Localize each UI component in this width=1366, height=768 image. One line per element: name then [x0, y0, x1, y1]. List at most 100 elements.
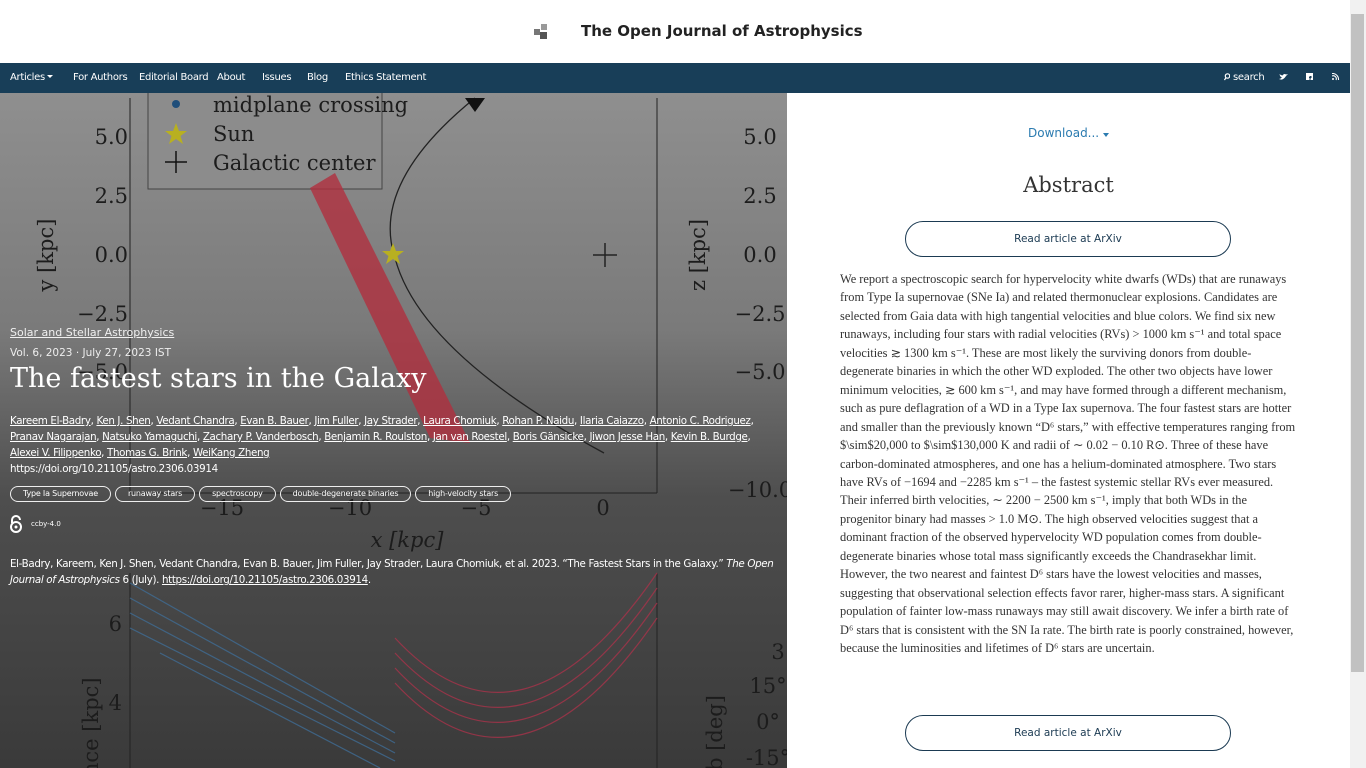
tag[interactable]: high-velocity stars [415, 486, 512, 502]
legend-marker [172, 100, 180, 108]
nav-item[interactable]: For Authors [73, 72, 128, 83]
trajectory-fan [310, 173, 470, 443]
figure-label: 5.0 [95, 125, 128, 149]
author-link[interactable]: Alexei V. Filippenko [10, 447, 102, 459]
figure-label: −10.0 [728, 478, 787, 502]
author-link[interactable]: Boris Gänsicke [512, 431, 584, 443]
tag[interactable]: spectroscopy [199, 486, 276, 502]
site-header: The Open Journal of Astrophysics [0, 0, 1350, 63]
site-title[interactable]: The Open Journal of Astrophysics [581, 22, 863, 40]
logo[interactable] [534, 24, 548, 40]
author-link[interactable]: Antonio C. Rodriguez [649, 415, 751, 427]
author-link[interactable]: Kevin B. Burdge [670, 431, 748, 443]
author-link[interactable]: Benjamin R. Roulston [324, 431, 427, 443]
nav-item[interactable]: Editorial Board [139, 72, 209, 83]
download-menu[interactable]: Download... [787, 126, 1350, 140]
nav-item[interactable]: About [217, 72, 246, 83]
author-link[interactable]: Ken J. Shen [96, 415, 151, 427]
author-separator: , [664, 431, 668, 443]
author-link[interactable]: WeiKang Zheng [192, 447, 270, 459]
figure-label: 0° [756, 710, 780, 734]
nav-item[interactable]: Blog [307, 72, 328, 83]
author-link[interactable]: Jan van Roestel [432, 431, 507, 443]
nav-item[interactable]: Issues [262, 72, 292, 83]
figure-label: ance [kpc] [79, 677, 103, 768]
author-link[interactable]: Thomas G. Brink [107, 447, 188, 459]
separator: · [75, 347, 80, 359]
author-separator: , [96, 431, 100, 443]
figure-label: 6 [109, 612, 122, 636]
author-separator: , [358, 415, 362, 427]
figure-label: 15° [749, 674, 786, 698]
nav-item[interactable]: Articles [10, 72, 55, 83]
author-separator: , [318, 431, 322, 443]
figure-label: 2.5 [743, 184, 776, 208]
citation-journal: The Open Journal of Astrophysics [10, 558, 774, 586]
figure-label: −10 [328, 496, 372, 520]
author-separator: , [187, 447, 190, 459]
author-list: Kareem El-Badry, Ken J. Shen, Vedant Cha… [10, 413, 780, 461]
article-title: The fastest stars in the Galaxy [10, 363, 427, 394]
author-link[interactable]: Natsuko Yamaguchi [102, 431, 197, 443]
figure-label: b [deg] [703, 695, 727, 768]
citation-doi[interactable]: https://doi.org/10.21105/astro.2306.0391… [161, 574, 368, 586]
nav-item[interactable]: Ethics Statement [345, 72, 427, 83]
legend-marker [165, 151, 187, 173]
figure-label: 3 [771, 640, 784, 664]
facebook-icon[interactable] [1306, 73, 1314, 81]
author-separator: , [234, 415, 238, 427]
author-separator: , [426, 431, 430, 443]
figure-label: −2.5 [77, 302, 128, 326]
download-label[interactable]: Download... [1028, 126, 1100, 140]
figure-label: Galactic center [213, 151, 376, 175]
figure-label: −5 [461, 496, 492, 520]
author-separator: , [417, 415, 421, 427]
author-link[interactable]: Jay Strader [364, 415, 418, 427]
search-icon[interactable] [1224, 73, 1230, 81]
orbit-curve [389, 97, 605, 454]
nav-bar: Articles For Authors Editorial Board About I… [0, 63, 1350, 93]
figure-label: −5.0 [77, 360, 128, 384]
figure-label: 0.0 [95, 243, 128, 267]
figure-label: 0 [596, 496, 609, 520]
author-link[interactable]: Jim Fuller [314, 415, 359, 427]
twitter-icon[interactable] [1279, 73, 1288, 81]
rss-icon[interactable] [1332, 73, 1340, 81]
read-button[interactable]: Read article at ArXiv [905, 715, 1231, 751]
figure-label: Sun [213, 122, 254, 146]
doi[interactable]: https://doi.org/10.21105/astro.2306.0391… [10, 463, 218, 475]
author-separator: , [496, 415, 500, 427]
tag[interactable]: Type Ia Supernovae [10, 486, 111, 502]
red-tracks [394, 572, 658, 738]
author-link[interactable]: Rohan P. Naidu [502, 415, 575, 427]
author-link[interactable]: Laura Chomiuk [423, 415, 497, 427]
figure-label: midplane crossing [213, 93, 408, 117]
citation-issue: 6 (July). [119, 574, 162, 586]
section-link[interactable]: Solar and Stellar Astrophysics [10, 326, 175, 339]
figure-label: 0.0 [743, 243, 776, 267]
citation: El-Badry, Kareem, Ken J. Shen, Vedant Ch… [10, 556, 780, 588]
author-link[interactable]: Vedant Chandra [156, 415, 235, 427]
read-button[interactable]: Read article at ArXiv [905, 221, 1231, 257]
author-separator: , [196, 431, 200, 443]
author-link[interactable]: Evan B. Bauer [240, 415, 309, 427]
author-separator: , [506, 431, 510, 443]
blue-tracks [129, 582, 396, 768]
figure-label: y [kpc] [34, 219, 58, 293]
author-link[interactable]: Zachary P. Vanderbosch [202, 431, 319, 443]
author-link[interactable]: Ilaria Caiazzo [579, 415, 644, 427]
abstract-text: We report a spectroscopic search for hyp… [840, 272, 1296, 656]
author-separator: , [574, 415, 577, 427]
hero-figure: midplane crossing Sun Galactic center 5.0 2.… [34, 93, 787, 768]
tag[interactable]: runaway stars [114, 486, 196, 502]
author-link[interactable]: Jiwon Jesse Han [589, 431, 665, 443]
tag[interactable]: double-degenerate binaries [279, 486, 412, 502]
volume: Vol. 6, 2023 [10, 347, 73, 359]
author-link[interactable]: Kareem El-Badry [10, 415, 91, 427]
abstract-panel: Download... Abstract Read article at ArX… [787, 93, 1350, 768]
scrollbar-thumb[interactable] [1351, 14, 1364, 672]
scrollbar[interactable] [1350, 0, 1366, 768]
author-link[interactable]: Pranav Nagarajan [10, 431, 97, 443]
search-link[interactable]: search [1233, 72, 1265, 83]
